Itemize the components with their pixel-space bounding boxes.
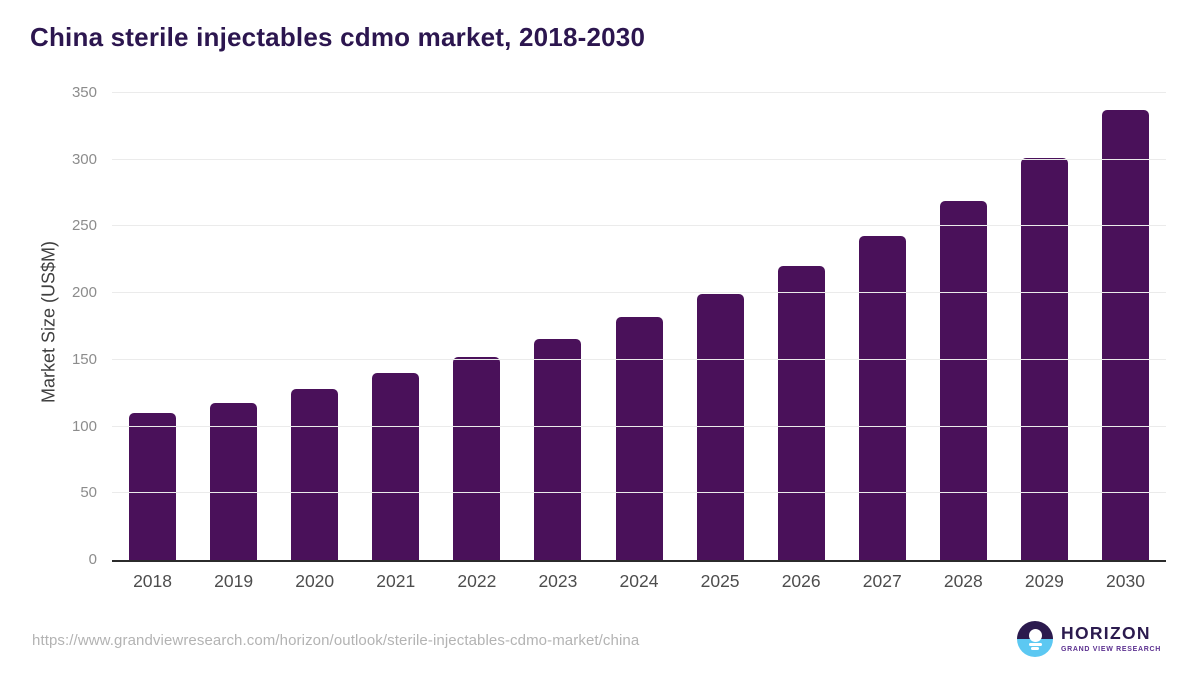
bar-2030 bbox=[1101, 110, 1149, 560]
x-tick-label-2028: 2028 bbox=[943, 571, 983, 591]
logo-subtitle: GRAND VIEW RESEARCH bbox=[1061, 645, 1162, 653]
bar-2026 bbox=[777, 266, 825, 560]
gridline-150 bbox=[112, 358, 1166, 360]
y-tick-label-100: 100 bbox=[71, 417, 97, 435]
bar-2027 bbox=[858, 235, 906, 560]
bar-band-2025 bbox=[680, 93, 761, 560]
bar-2021 bbox=[372, 373, 420, 560]
x-tick-label-2025: 2025 bbox=[700, 571, 740, 591]
horizon-reflection-line bbox=[1028, 643, 1042, 646]
gridline-50 bbox=[112, 492, 1166, 494]
gridline-300 bbox=[112, 158, 1166, 160]
bar-2020 bbox=[291, 389, 339, 560]
horizon-logo-icon bbox=[1017, 621, 1053, 657]
y-tick-label-0: 0 bbox=[88, 551, 97, 568]
bar-band-2026 bbox=[761, 93, 842, 560]
sun-icon bbox=[1028, 629, 1042, 642]
y-tick-label-200: 200 bbox=[71, 284, 97, 302]
horizon-reflection-line bbox=[1031, 647, 1039, 650]
gridline-100 bbox=[112, 425, 1166, 427]
y-tick-label-50: 50 bbox=[80, 484, 97, 502]
bar-band-2019 bbox=[193, 93, 274, 560]
bar-2024 bbox=[615, 317, 663, 560]
bar-band-2020 bbox=[274, 93, 355, 560]
bar-band-2023 bbox=[517, 93, 598, 560]
logo-title: HORIZON bbox=[1061, 623, 1151, 644]
x-tick-label-2030: 2030 bbox=[1106, 571, 1145, 591]
x-tick-label-2019: 2019 bbox=[214, 571, 254, 591]
source-url: https://www.grandviewresearch.com/horizo… bbox=[32, 632, 640, 649]
y-tick-label-150: 150 bbox=[71, 350, 97, 368]
bar-2022 bbox=[453, 357, 501, 560]
gridline-200 bbox=[112, 292, 1166, 294]
bar-band-2029 bbox=[1004, 93, 1085, 560]
chart-title: China sterile injectables cdmo market, 2… bbox=[30, 22, 646, 52]
y-tick-label-300: 300 bbox=[71, 150, 97, 168]
x-tick-label-2029: 2029 bbox=[1024, 571, 1064, 591]
bar-band-2028 bbox=[923, 93, 1004, 560]
x-tick-label-2026: 2026 bbox=[781, 571, 821, 591]
logo-text: HORIZON GRAND VIEW RESEARCH bbox=[1061, 625, 1161, 653]
bar-2018 bbox=[129, 413, 177, 560]
gridline-250 bbox=[112, 225, 1166, 227]
x-tick-label-2027: 2027 bbox=[862, 571, 902, 591]
x-tick-label-2020: 2020 bbox=[295, 571, 335, 591]
bar-2025 bbox=[696, 294, 744, 560]
gridline-350 bbox=[112, 92, 1166, 93]
bar-band-2027 bbox=[842, 93, 923, 560]
x-tick-label-2021: 2021 bbox=[376, 571, 416, 591]
bar-band-2030 bbox=[1085, 93, 1166, 560]
bar-band-2022 bbox=[436, 93, 517, 560]
x-axis: 2018 2019 2020 2021 2022 2023 2024 2025 2026 2027… bbox=[112, 571, 1166, 592]
y-axis-title: Market Size (US$M) bbox=[38, 240, 59, 404]
bar-2019 bbox=[210, 402, 258, 560]
x-tick-label-2024: 2024 bbox=[619, 571, 659, 591]
bar-2028 bbox=[939, 201, 987, 560]
x-tick-label-2018: 2018 bbox=[133, 571, 172, 591]
plot-area bbox=[112, 92, 1166, 562]
y-tick-label-250: 250 bbox=[71, 217, 97, 235]
y-tick-label-350: 350 bbox=[71, 84, 97, 101]
bar-2023 bbox=[534, 338, 582, 560]
bar-series bbox=[112, 93, 1166, 560]
bar-band-2021 bbox=[355, 93, 436, 560]
bar-band-2018 bbox=[112, 93, 193, 560]
x-tick-label-2022: 2022 bbox=[457, 571, 497, 591]
x-tick-label-2023: 2023 bbox=[538, 571, 578, 591]
bar-band-2024 bbox=[598, 93, 679, 560]
horizon-logo: HORIZON GRAND VIEW RESEARCH bbox=[1017, 621, 1161, 657]
